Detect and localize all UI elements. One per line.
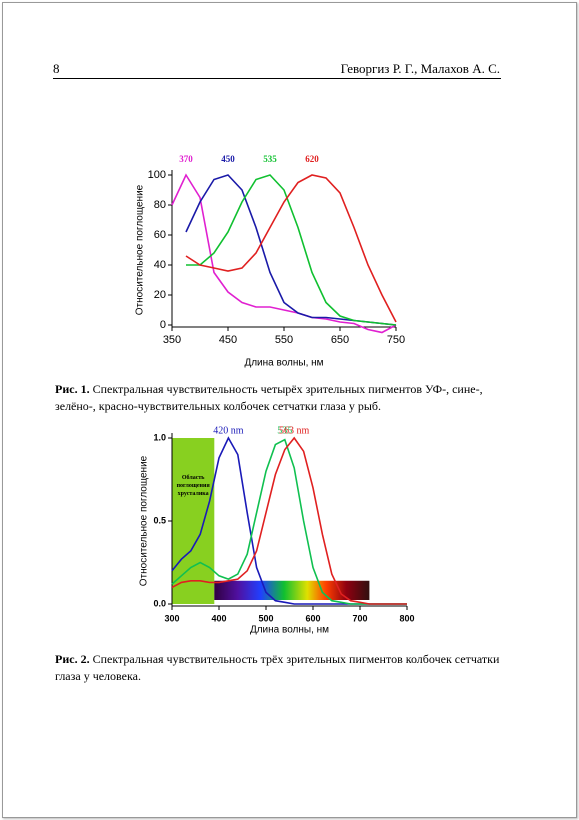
caption-label: Рис. 1. bbox=[55, 382, 90, 396]
spectrum bbox=[214, 580, 370, 600]
caption-text: Спектральная чувствительность трёх зрите… bbox=[55, 652, 500, 683]
y-axis-title: Относительное поглощение bbox=[135, 184, 146, 315]
y-tick-label: 100 bbox=[148, 169, 166, 181]
annotation: Область поглощения хрусталика bbox=[177, 474, 211, 497]
x-tick-label: 650 bbox=[331, 334, 349, 346]
peak-label: 420 nm bbox=[213, 425, 244, 436]
y-tick-label: 0.0 bbox=[153, 598, 166, 608]
y-tick-label: 0 bbox=[160, 319, 166, 331]
caption-label: Рис. 2. bbox=[55, 652, 90, 666]
y-tick-label: 40 bbox=[154, 259, 166, 271]
caption: Рис. 2. Спектральная чувствительность тр… bbox=[55, 651, 503, 685]
x-tick-label: 550 bbox=[275, 334, 293, 346]
x-tick-label: 500 bbox=[258, 613, 273, 623]
x-tick-label: 800 bbox=[399, 613, 414, 623]
series-line bbox=[185, 174, 397, 326]
authors: Геворгиз Р. Г., Малахов А. С. bbox=[340, 61, 500, 76]
x-tick-label: 600 bbox=[305, 613, 320, 623]
series-line bbox=[171, 173, 397, 334]
page-number: 8 bbox=[53, 61, 60, 76]
x-tick-label: 450 bbox=[219, 334, 237, 346]
peak-label: 370 bbox=[179, 154, 193, 164]
y-tick-label: 60 bbox=[154, 229, 166, 241]
series-line bbox=[171, 436, 407, 605]
x-tick-label: 350 bbox=[163, 334, 181, 346]
x-tick-label: 700 bbox=[352, 613, 367, 623]
y-tick-label: 80 bbox=[154, 199, 166, 211]
caption-text: Спектральная чувствительность четырёх зр… bbox=[55, 382, 483, 413]
y-tick-label: 20 bbox=[154, 289, 166, 301]
peak-label: 620 bbox=[305, 154, 319, 164]
series-line bbox=[186, 174, 397, 326]
x-tick-label: 300 bbox=[164, 613, 179, 623]
lens-region bbox=[172, 438, 215, 604]
x-axis-title: Длина волны, нм bbox=[250, 625, 329, 636]
annotation-line: хрусталика bbox=[178, 491, 209, 497]
annotation-line: поглощения bbox=[177, 483, 211, 489]
annotation-line: Область bbox=[182, 474, 205, 481]
x-tick-label: 400 bbox=[211, 613, 226, 623]
x-axis-title: Длина волны, нм bbox=[244, 358, 323, 369]
peak-label: 450 bbox=[221, 154, 235, 164]
series-line bbox=[185, 174, 397, 323]
header-rule bbox=[53, 78, 501, 79]
caption: Рис. 1. Спектральная чувствительность че… bbox=[55, 381, 503, 415]
y-tick-label: 1.0 bbox=[153, 432, 166, 442]
y-axis-title: Относительное поглощение bbox=[139, 455, 150, 586]
y-tick-label: 0.5 bbox=[153, 515, 166, 525]
peak-label: 535 bbox=[277, 425, 292, 436]
peak-label: 535 bbox=[263, 154, 277, 164]
x-tick-label: 750 bbox=[387, 334, 405, 346]
peak-label: 563 nm bbox=[279, 425, 310, 436]
